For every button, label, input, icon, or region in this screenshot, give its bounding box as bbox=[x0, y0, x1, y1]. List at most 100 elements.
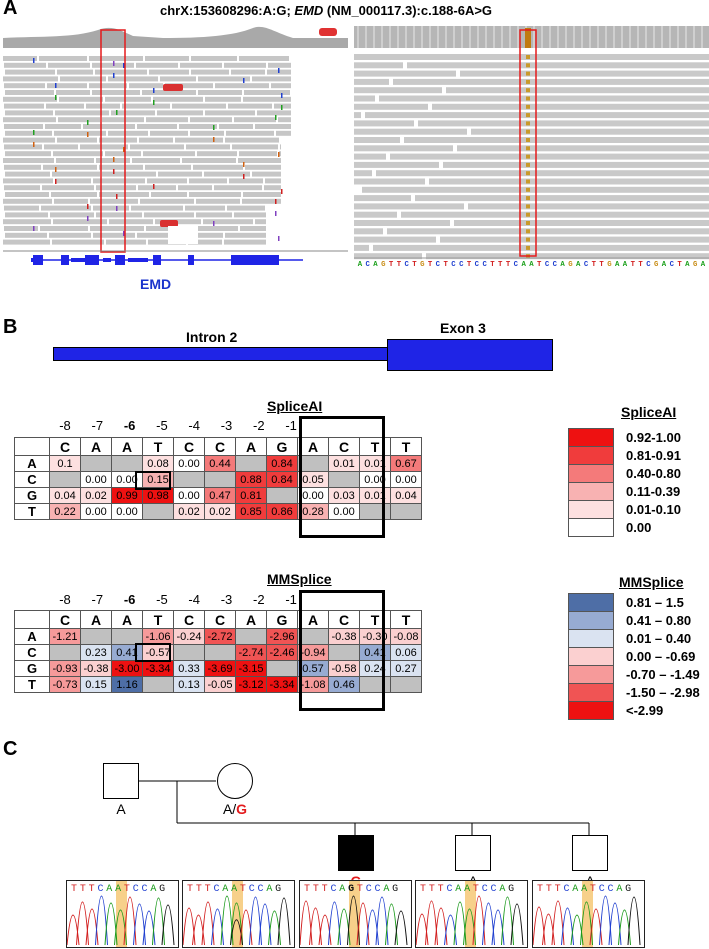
mother-genotype-ref: A/ bbox=[222, 801, 237, 817]
score-cell bbox=[204, 471, 236, 488]
score-cell bbox=[266, 487, 298, 504]
mmsplice-variant-box bbox=[135, 643, 171, 662]
ref-base-7: G bbox=[266, 437, 298, 456]
position-label: -7 bbox=[91, 592, 104, 607]
ref-base-5: C bbox=[204, 610, 236, 629]
panel-letter-b: B bbox=[3, 316, 18, 338]
score-cell: 0.28 bbox=[297, 503, 329, 520]
score-cell: 0.00 bbox=[173, 455, 205, 472]
score-cell: -1.21 bbox=[49, 628, 81, 645]
alt-base-label: T bbox=[14, 676, 50, 693]
score-cell: 0.02 bbox=[80, 487, 112, 504]
score-cell: 0.23 bbox=[80, 644, 112, 661]
score-cell: -2.74 bbox=[235, 644, 267, 661]
chromatogram-4: TTTCAATCCAG bbox=[415, 880, 528, 948]
score-cell: -0.93 bbox=[49, 660, 81, 677]
legend-swatch bbox=[568, 701, 614, 720]
score-cell: 0.13 bbox=[173, 676, 205, 693]
mmsplice-table: C A A T C C A G A C T T A -1.21 -1.06 -0.24 -2.72 -2.96 -0… bbox=[14, 610, 422, 693]
position-label: -1 bbox=[285, 592, 297, 607]
score-cell bbox=[142, 676, 174, 693]
legend-swatch bbox=[568, 482, 614, 501]
igv-overview-view bbox=[3, 26, 348, 265]
variant-title-prefix: chrX:153608296:A:G; bbox=[160, 3, 295, 18]
alt-base-label: C bbox=[14, 644, 50, 661]
score-cell bbox=[49, 471, 81, 488]
alt-base-label: G bbox=[14, 660, 50, 677]
mother-genotype-alt: G bbox=[236, 801, 248, 817]
chromatogram-bases: TTTCAGTCCAG bbox=[304, 884, 401, 895]
position-label: -1 bbox=[285, 418, 297, 433]
score-cell bbox=[80, 628, 112, 645]
father-symbol bbox=[103, 763, 139, 799]
score-cell bbox=[111, 455, 143, 472]
score-cell: -1.08 bbox=[297, 676, 329, 693]
score-cell: 0.02 bbox=[204, 503, 236, 520]
score-cell bbox=[235, 628, 267, 645]
position-label: -6 bbox=[123, 592, 136, 607]
legend-swatch bbox=[568, 665, 614, 684]
legend-swatch bbox=[568, 629, 614, 648]
score-cell: -3.12 bbox=[235, 676, 267, 693]
alt-base-label: A bbox=[14, 455, 50, 472]
legend-label: <-2.99 bbox=[626, 703, 664, 718]
chromatogram-bases: TTTCAATCCAG bbox=[420, 884, 517, 895]
ref-base-4: C bbox=[173, 437, 205, 456]
alt-base-label: A bbox=[14, 628, 50, 645]
score-cell bbox=[390, 676, 422, 693]
score-cell: -3.34 bbox=[266, 676, 298, 693]
mother-symbol bbox=[217, 763, 253, 799]
score-cell bbox=[266, 660, 298, 677]
position-label: -8 bbox=[59, 592, 71, 607]
position-label: -2 bbox=[253, 592, 265, 607]
legend-swatch bbox=[568, 647, 614, 666]
gene-label-emd: EMD bbox=[140, 276, 172, 292]
score-cell: -0.73 bbox=[49, 676, 81, 693]
score-cell: 0.06 bbox=[390, 644, 422, 661]
score-cell: 0.33 bbox=[173, 660, 205, 677]
mmsplice-title: MMSplice bbox=[267, 571, 332, 587]
legend-label: 0.01 – 0.40 bbox=[626, 631, 692, 646]
score-cell: 0.00 bbox=[390, 471, 422, 488]
variant-position-box bbox=[519, 29, 537, 257]
ref-base-6: A bbox=[235, 610, 267, 629]
score-cell: 0.22 bbox=[49, 503, 81, 520]
mmsplice-highlight-box bbox=[299, 590, 385, 711]
legend-label: 0.01-0.10 bbox=[626, 502, 681, 517]
score-cell: 0.00 bbox=[173, 487, 205, 504]
score-cell bbox=[49, 644, 81, 661]
score-cell: -3.15 bbox=[235, 660, 267, 677]
legend-swatch bbox=[568, 464, 614, 483]
alt-base-label: G bbox=[14, 487, 50, 504]
panel-letter-c: C bbox=[3, 738, 18, 760]
score-cell: -0.05 bbox=[204, 676, 236, 693]
score-cell: -0.24 bbox=[173, 628, 205, 645]
position-label: -2 bbox=[253, 418, 265, 433]
alt-base-label: T bbox=[14, 503, 50, 520]
sibling1-symbol bbox=[455, 835, 491, 871]
score-cell: -0.57 bbox=[142, 644, 174, 661]
spliceai-legend: 0.92-1.00 0.81-0.91 0.40-0.80 0.11-0.39 0.01… bbox=[568, 428, 682, 537]
chromatogram-bases: TTTCAATCCAG bbox=[187, 884, 284, 895]
position-label: -8 bbox=[59, 418, 71, 433]
ref-base-0: C bbox=[49, 437, 81, 456]
father-genotype: A bbox=[116, 801, 126, 817]
variant-title-suffix: (NM_000117.3):c.188-6A>G bbox=[323, 3, 493, 18]
position-label: -5 bbox=[156, 592, 168, 607]
chromatogram-1: TTTCAATCCAG bbox=[66, 880, 179, 948]
score-cell bbox=[173, 644, 205, 661]
ref-base-2: A bbox=[111, 437, 143, 456]
score-cell: -2.96 bbox=[266, 628, 298, 645]
score-cell bbox=[204, 644, 236, 661]
score-cell bbox=[173, 471, 205, 488]
legend-swatch bbox=[568, 518, 614, 537]
legend-swatch bbox=[568, 428, 614, 447]
position-label: -7 bbox=[91, 418, 104, 433]
variant-position-box bbox=[100, 29, 126, 253]
legend-label: 0.41 – 0.80 bbox=[626, 613, 692, 628]
mmsplice-legend-title: MMSplice bbox=[619, 574, 684, 590]
score-cell bbox=[235, 455, 267, 472]
score-cell: 0.00 bbox=[80, 471, 112, 488]
legend-label: 0.81-0.91 bbox=[626, 448, 681, 463]
